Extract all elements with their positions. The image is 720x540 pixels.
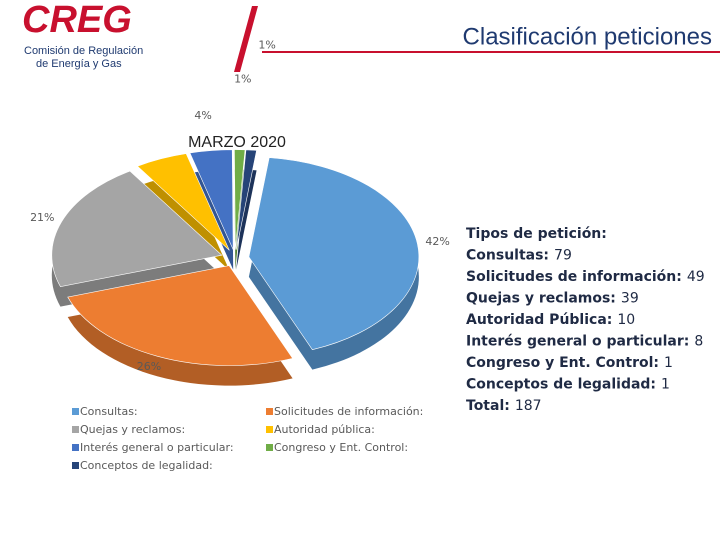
- pie-slice: [51, 170, 223, 287]
- legend-label: Consultas:: [80, 405, 138, 418]
- legend-swatch: [266, 408, 273, 415]
- pie-slice: [136, 153, 230, 251]
- side-line: Conceptos de legalidad: 1: [466, 377, 670, 393]
- data-label: 21%: [30, 211, 54, 224]
- logo: CREG: [22, 0, 132, 41]
- legend-swatch: [72, 444, 79, 451]
- side-label: Quejas y reclamos:: [466, 291, 616, 307]
- legend-label: Solicitudes de información:: [274, 405, 423, 418]
- legend-swatch: [266, 444, 273, 451]
- side-value: 1: [661, 377, 670, 393]
- side-label: Conceptos de legalidad:: [466, 377, 656, 393]
- data-label: 1%: [234, 73, 251, 86]
- side-line: Autoridad Pública: 10: [466, 312, 635, 328]
- data-label: 4%: [194, 109, 211, 122]
- side-label: Autoridad Pública:: [466, 312, 612, 328]
- legend-swatch: [72, 426, 79, 433]
- legend-swatch: [72, 462, 79, 469]
- side-value: 8: [694, 334, 703, 350]
- legend-label: Interés general o particular:: [80, 441, 234, 454]
- side-value: 49: [687, 269, 705, 285]
- data-label: 42%: [425, 235, 449, 248]
- side-value: 79: [554, 248, 572, 264]
- legend: Consultas: Solicitudes de información: Que…: [72, 405, 423, 472]
- divider: [234, 6, 258, 72]
- side-line: Interés general o particular: 8: [466, 334, 703, 350]
- data-label: 1%: [258, 38, 275, 51]
- side-label: Total:: [466, 398, 510, 414]
- pie-slice: [234, 149, 246, 250]
- side-line: Solicitudes de información: 49: [466, 269, 705, 285]
- side-label: Consultas:: [466, 248, 549, 264]
- data-label: 26%: [137, 360, 161, 373]
- side-label: Interés general o particular:: [466, 334, 689, 350]
- side-label: Tipos de petición:: [466, 226, 607, 242]
- side-value: 1: [664, 355, 673, 371]
- pie: 42% 26% 21% 4% 1% 1%: [30, 38, 450, 386]
- legend-label: Congreso y Ent. Control:: [274, 441, 408, 454]
- side-value: 10: [617, 312, 635, 328]
- side-value: 187: [515, 398, 542, 414]
- org-name: de Energía y Gas: [36, 58, 122, 70]
- legend-label: Quejas y reclamos:: [80, 423, 185, 436]
- side-line: Quejas y reclamos: 39: [466, 291, 639, 307]
- side-line: Congreso y Ent. Control: 1: [466, 355, 673, 371]
- side-line: Tipos de petición:: [466, 226, 607, 242]
- side-line: Total: 187: [466, 398, 542, 414]
- legend-label: Autoridad pública:: [274, 423, 375, 436]
- slide-title: Clasificación peticiones: [463, 23, 712, 50]
- pie-slice-side: [236, 169, 257, 270]
- pie-slice: [235, 149, 257, 250]
- side-value: 39: [621, 291, 639, 307]
- chart-title: MARZO 2020: [188, 134, 286, 151]
- side-line: Consultas: 79: [466, 248, 572, 264]
- pie-slice: [189, 149, 234, 250]
- org-name: Comisión de Regulación: [24, 45, 143, 57]
- legend-swatch: [266, 426, 273, 433]
- legend-swatch: [72, 408, 79, 415]
- side-label: Solicitudes de información:: [466, 269, 682, 285]
- side-label: Congreso y Ent. Control:: [466, 355, 659, 371]
- legend-label: Conceptos de legalidad:: [80, 459, 213, 472]
- pie-slice: [248, 157, 420, 351]
- pie-slice: [67, 265, 294, 366]
